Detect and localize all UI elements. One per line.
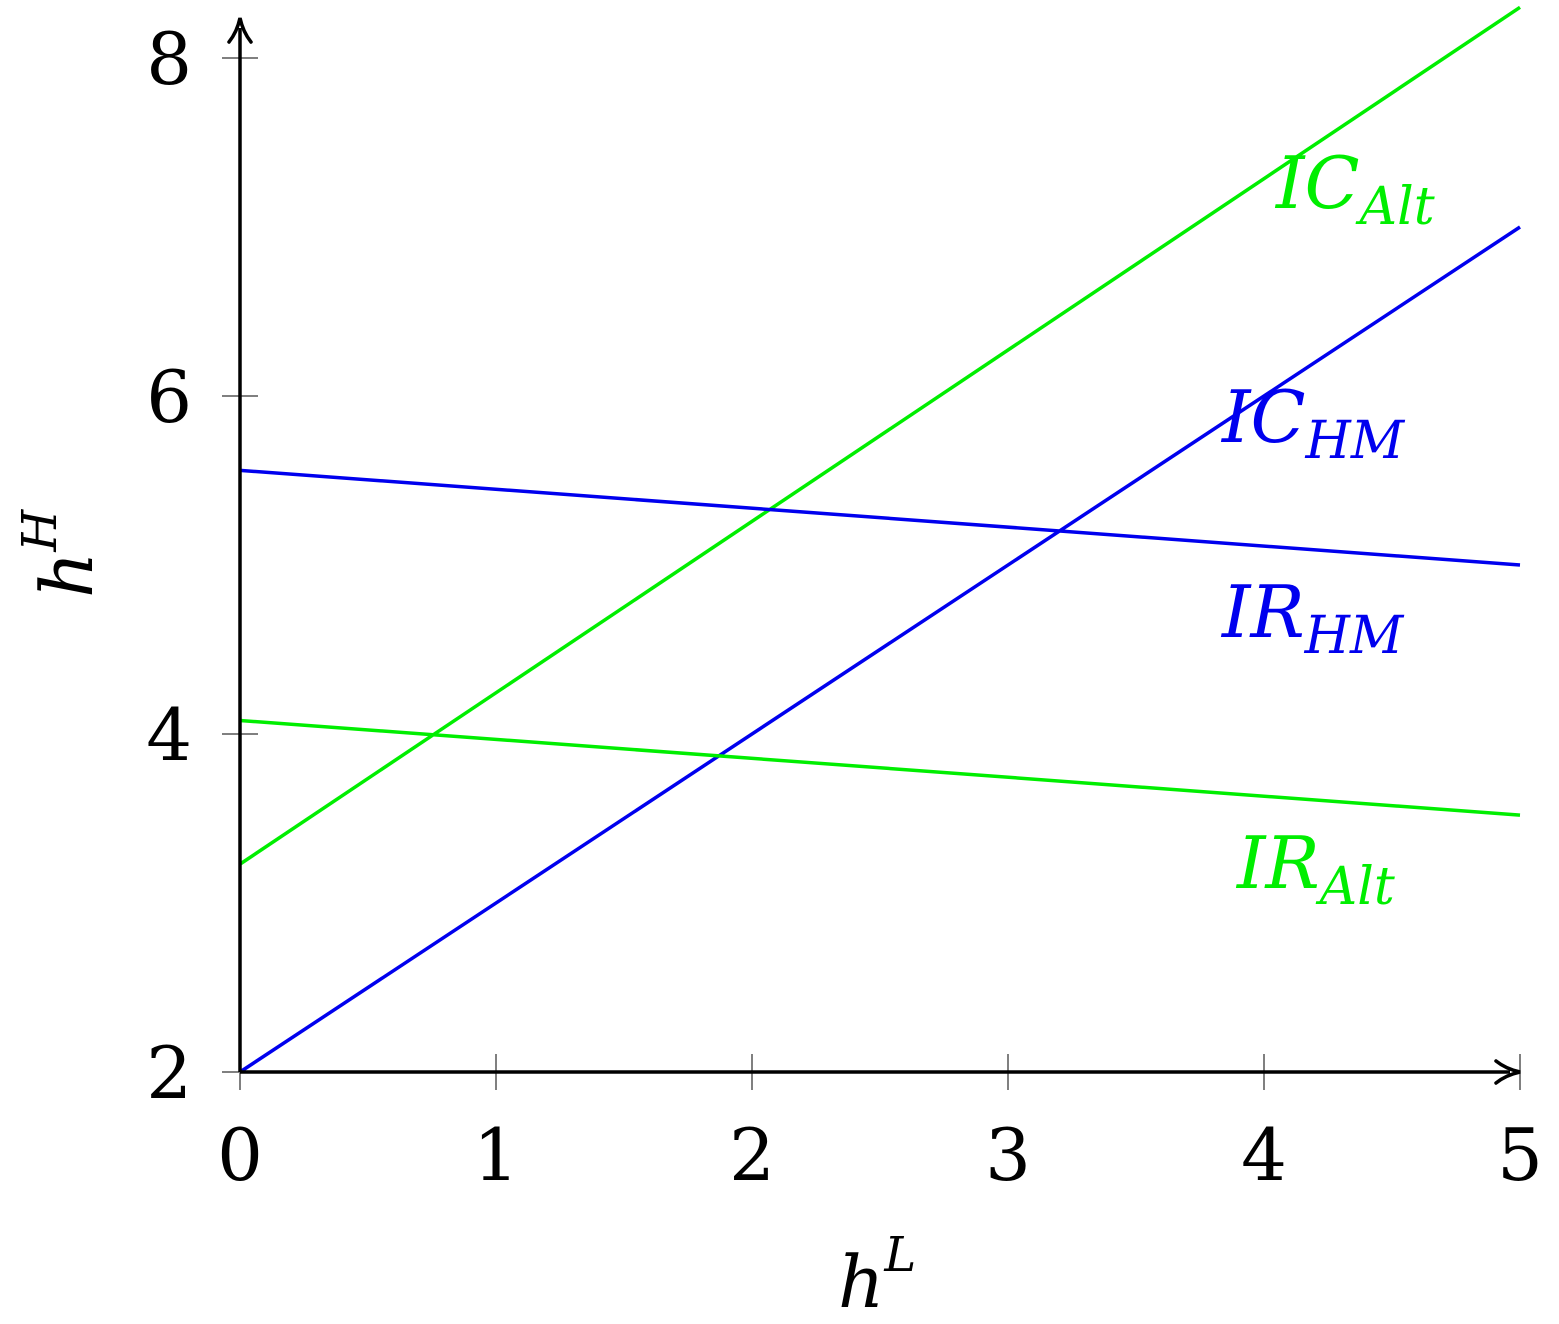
series-label-IC_HM: ICHM [1220, 375, 1406, 471]
x-tick-label: 4 [1241, 1113, 1287, 1197]
axes-layer [227, 17, 1521, 1085]
series-line-IC_HM [239, 225, 1521, 1074]
x-axis-title: hL [838, 1227, 916, 1324]
x-tick-label: 0 [217, 1113, 263, 1197]
y-tick-label: 8 [146, 17, 192, 101]
labels-layer: ICAlt ICHM IRHM IRAlt [1220, 141, 1435, 917]
series-layer [239, 5, 1521, 1074]
x-tick-label: 5 [1497, 1113, 1543, 1197]
x-axis-arrowhead [1494, 1059, 1521, 1085]
ticks-layer: 0 1 2 3 4 5 2 4 6 8 [146, 17, 1543, 1197]
y-axis-arrowhead [227, 17, 253, 44]
series-label-IC_Alt: ICAlt [1274, 141, 1435, 237]
series-line-IC_Alt [239, 5, 1521, 866]
series-line-IR_Alt [239, 718, 1521, 817]
y-tick-label: 6 [146, 355, 192, 439]
series-label-IR_Alt: IRAlt [1235, 821, 1395, 917]
x-tick-label: 2 [729, 1113, 775, 1197]
x-tick-label: 1 [473, 1113, 519, 1197]
y-axis-title: hH [12, 509, 109, 598]
x-tick-label: 3 [985, 1113, 1031, 1197]
series-label-IR_HM: IRHM [1220, 570, 1405, 666]
y-tick-label: 4 [146, 693, 192, 777]
y-tick-label: 2 [146, 1031, 192, 1115]
series-line-IR_HM [239, 468, 1521, 567]
